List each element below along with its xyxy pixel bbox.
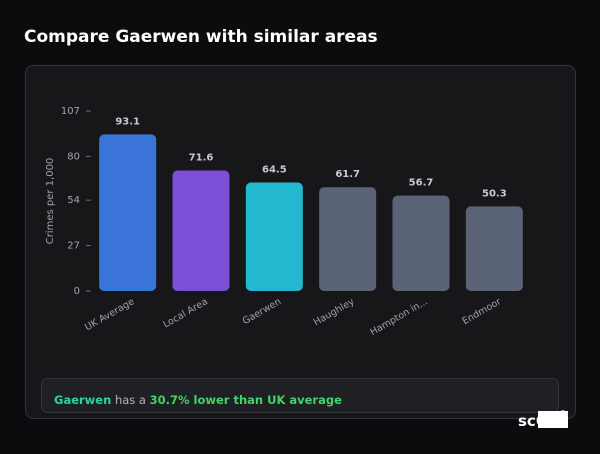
value-label: 71.6 (189, 153, 214, 164)
bar (172, 170, 230, 291)
brand-mark: ® (559, 409, 566, 417)
brand-box (538, 411, 568, 428)
value-label: 64.5 (262, 164, 287, 175)
value-label: 56.7 (409, 178, 434, 189)
y-tick-label: 0 (74, 286, 80, 297)
y-tick-label: 54 (67, 195, 80, 206)
bar (392, 195, 450, 291)
page-title: Compare Gaerwen with similar areas (24, 27, 378, 47)
summary-box (41, 378, 559, 413)
brand: scOS® (518, 409, 566, 430)
y-tick-label: 27 (67, 241, 80, 252)
y-tick-label: 80 (67, 151, 80, 162)
bar (99, 134, 157, 291)
value-label: 50.3 (482, 188, 507, 199)
summary-text: has a (115, 393, 146, 407)
y-axis-label: Crimes per 1,000 (45, 158, 56, 245)
y-tick-label: 107 (61, 106, 80, 117)
summary-area: Gaerwen (54, 393, 111, 407)
summary: Gaerwen has a 30.7% lower than UK averag… (54, 393, 342, 407)
bar (245, 182, 303, 291)
bar (319, 187, 377, 291)
value-label: 93.1 (115, 116, 140, 127)
bar (465, 206, 523, 291)
brand-name: scOS (518, 412, 559, 430)
summary-highlight: 30.7% lower than UK average (150, 393, 342, 407)
value-label: 61.7 (335, 169, 360, 180)
